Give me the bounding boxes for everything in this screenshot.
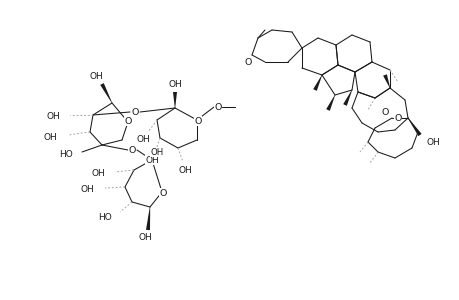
Text: O: O xyxy=(131,107,138,116)
Polygon shape xyxy=(313,75,321,91)
Text: OH: OH xyxy=(91,169,105,178)
Text: OH: OH xyxy=(425,137,439,146)
Text: OH: OH xyxy=(89,71,103,80)
Text: O: O xyxy=(194,116,201,125)
Text: O: O xyxy=(124,116,131,125)
Polygon shape xyxy=(100,83,112,103)
Text: HO: HO xyxy=(98,214,112,223)
Text: O: O xyxy=(159,188,166,197)
Text: O: O xyxy=(381,107,388,116)
Text: OH: OH xyxy=(150,148,163,157)
Polygon shape xyxy=(407,118,421,136)
Polygon shape xyxy=(146,207,150,230)
Text: OH: OH xyxy=(46,112,60,121)
Text: O: O xyxy=(128,146,135,154)
Text: O: O xyxy=(393,113,401,122)
Text: O: O xyxy=(214,103,221,112)
Text: O: O xyxy=(244,58,251,67)
Text: OH: OH xyxy=(145,155,158,164)
Text: OH: OH xyxy=(136,134,150,143)
Text: OH: OH xyxy=(178,166,191,175)
Polygon shape xyxy=(173,92,177,108)
Polygon shape xyxy=(382,74,389,88)
Polygon shape xyxy=(325,95,335,111)
Text: OH: OH xyxy=(80,184,94,194)
Text: HO: HO xyxy=(59,149,73,158)
Text: OH: OH xyxy=(43,133,57,142)
Text: OH: OH xyxy=(138,233,151,242)
Polygon shape xyxy=(342,90,352,106)
Text: OH: OH xyxy=(168,80,181,88)
